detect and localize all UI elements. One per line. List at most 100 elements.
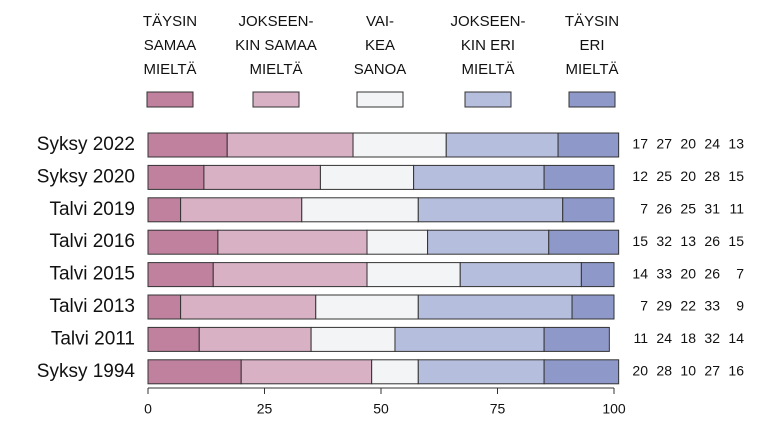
- bar-segment: [417, 197, 564, 223]
- value-label: 25: [680, 201, 696, 217]
- x-tick-label: 25: [257, 401, 273, 417]
- bar-segment: [147, 359, 242, 385]
- bar-segment: [301, 197, 419, 223]
- legend-label: ERI: [579, 37, 604, 54]
- bar-segment: [580, 262, 615, 288]
- bar-segment: [180, 294, 317, 320]
- value-label: 20: [680, 265, 696, 281]
- x-tick-label: 75: [490, 401, 506, 417]
- legend-swatch: [568, 91, 616, 108]
- value-label: 15: [728, 233, 744, 249]
- legend-label: TÄYSIN: [565, 13, 619, 30]
- value-label: 7: [640, 298, 648, 314]
- value-label: 16: [728, 363, 744, 379]
- category-label: Syksy 2020: [37, 166, 135, 187]
- category-label: Talvi 2019: [49, 199, 135, 220]
- legend-label: SANOA: [354, 61, 407, 78]
- bar-segment: [203, 164, 321, 190]
- value-label: 20: [680, 168, 696, 184]
- legend-label: MIELTÄ: [565, 61, 618, 78]
- bar-segment: [180, 197, 303, 223]
- bar-segment: [417, 294, 573, 320]
- bar-segment: [562, 197, 615, 223]
- value-label: 14: [632, 265, 648, 281]
- value-label: 9: [736, 298, 744, 314]
- bar-segment: [147, 197, 182, 223]
- bar-segment: [147, 229, 219, 255]
- value-label: 27: [704, 363, 720, 379]
- bar-segment: [352, 132, 447, 158]
- value-label: 17: [632, 136, 648, 152]
- bar-segment: [427, 229, 550, 255]
- bar-segment: [147, 132, 228, 158]
- bar-segment: [413, 164, 545, 190]
- legend-label: MIELTÄ: [143, 61, 196, 78]
- value-label: 20: [680, 136, 696, 152]
- bar-segment: [198, 326, 312, 352]
- value-label: 22: [680, 298, 696, 314]
- value-label: 15: [632, 233, 648, 249]
- bar-segment: [371, 359, 419, 385]
- value-label: 20: [632, 363, 648, 379]
- bar-segment: [310, 326, 396, 352]
- value-label: 24: [704, 136, 720, 152]
- value-label: 26: [704, 265, 720, 281]
- x-tick-label: 0: [144, 401, 152, 417]
- value-label: 28: [656, 363, 672, 379]
- bar-segment: [459, 262, 582, 288]
- value-label: 13: [728, 136, 744, 152]
- bar-segment: [366, 229, 429, 255]
- bar-segment: [548, 229, 620, 255]
- category-label: Talvi 2016: [49, 231, 135, 252]
- value-label: 26: [704, 233, 720, 249]
- legend-label: TÄYSIN: [143, 13, 197, 30]
- value-label: 13: [680, 233, 696, 249]
- bar-segment: [315, 294, 419, 320]
- value-label: 10: [680, 363, 696, 379]
- value-label: 32: [704, 330, 720, 346]
- bar-segment: [394, 326, 545, 352]
- bar-segment: [571, 294, 615, 320]
- legend-label: SAMAA: [144, 37, 197, 54]
- value-label: 7: [736, 265, 744, 281]
- value-label: 33: [656, 265, 672, 281]
- legend-label: KEA: [365, 37, 395, 54]
- bar-segment: [319, 164, 415, 190]
- category-label: Syksy 1994: [37, 361, 136, 382]
- value-label: 24: [656, 330, 672, 346]
- legend-swatch: [356, 91, 404, 108]
- legend-label: MIELTÄ: [249, 61, 302, 78]
- legend-label: JOKSEEN-: [450, 13, 525, 30]
- bar-segment: [147, 164, 205, 190]
- bar-segment: [240, 359, 373, 385]
- value-label: 27: [656, 136, 672, 152]
- legend-swatch: [464, 91, 512, 108]
- value-label: 11: [633, 330, 648, 346]
- bar-segment: [147, 326, 200, 352]
- bar-segment: [445, 132, 559, 158]
- bar-segment: [543, 326, 610, 352]
- bar-segment: [543, 164, 615, 190]
- value-label: 26: [656, 201, 672, 217]
- category-label: Syksy 2022: [37, 134, 135, 155]
- legend-swatch: [146, 91, 194, 108]
- category-label: Talvi 2011: [51, 328, 135, 349]
- bar-segment: [147, 262, 214, 288]
- value-label: 15: [728, 168, 744, 184]
- value-label: 11: [729, 201, 744, 217]
- x-tick-label: 50: [373, 401, 389, 417]
- value-label: 14: [728, 330, 744, 346]
- value-label: 28: [704, 168, 720, 184]
- bar-segment: [417, 359, 545, 385]
- bar-segment: [366, 262, 461, 288]
- x-tick-label: 100: [602, 401, 626, 417]
- legend-label: KIN SAMAA: [235, 37, 317, 54]
- bar-segment: [217, 229, 368, 255]
- legend-label: JOKSEEN-: [238, 13, 313, 30]
- value-label: 32: [656, 233, 672, 249]
- legend-swatch: [252, 91, 300, 108]
- category-label: Talvi 2015: [49, 264, 135, 285]
- value-label: 25: [656, 168, 672, 184]
- value-label: 33: [704, 298, 720, 314]
